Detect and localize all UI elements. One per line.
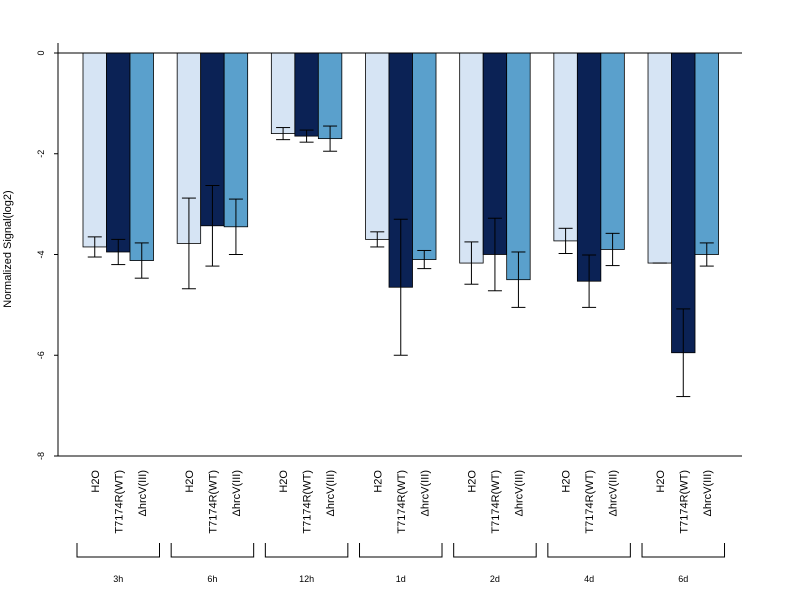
group-label: 4d xyxy=(584,574,594,584)
group-bracket xyxy=(641,543,726,558)
category-label: H2O xyxy=(184,470,196,493)
group-bracket xyxy=(76,543,160,558)
category-label: H2O xyxy=(90,470,102,493)
category-label: ΔhrcV(III) xyxy=(137,470,149,516)
bar xyxy=(671,52,696,354)
bar xyxy=(82,52,107,248)
bar xyxy=(106,52,131,253)
group-label: 3h xyxy=(113,574,123,584)
category-label: T7174R(WT) xyxy=(490,470,502,534)
group-bracket xyxy=(170,543,255,558)
category-label: ΔhrcV(III) xyxy=(231,470,243,516)
y-tick-label: 0 xyxy=(36,50,46,55)
bar xyxy=(294,52,319,137)
category-label: T7174R(WT) xyxy=(584,470,596,534)
y-tick-label: -4 xyxy=(36,250,46,258)
bars-layer xyxy=(82,52,719,354)
group-bracket xyxy=(264,543,349,558)
category-label: T7174R(WT) xyxy=(678,470,690,534)
category-label: ΔhrcV(III) xyxy=(513,470,525,516)
category-label: ΔhrcV(III) xyxy=(702,470,714,516)
category-label: ΔhrcV(III) xyxy=(608,470,620,516)
bar xyxy=(553,52,578,242)
group-brackets: 3h 6h 12h 1d 2d 4d 6d xyxy=(76,543,726,584)
category-label: H2O xyxy=(655,470,667,493)
category-label: ΔhrcV(III) xyxy=(419,470,431,516)
bar xyxy=(365,52,390,240)
category-label: T7174R(WT) xyxy=(113,470,125,534)
category-label: H2O xyxy=(372,470,384,493)
group-label: 6h xyxy=(207,574,217,584)
bar xyxy=(506,52,531,281)
category-label: T7174R(WT) xyxy=(302,470,314,534)
group-label: 1d xyxy=(396,574,406,584)
bar xyxy=(412,52,437,260)
bar xyxy=(694,52,719,255)
category-label: ΔhrcV(III) xyxy=(325,470,337,516)
group-bracket xyxy=(453,543,537,558)
y-axis-label: Normalized Signal(log2) xyxy=(2,190,14,307)
group-label: 2d xyxy=(490,574,500,584)
bar xyxy=(647,52,672,264)
group-bracket xyxy=(547,543,631,558)
error-bars-layer xyxy=(87,125,714,398)
category-label: T7174R(WT) xyxy=(207,470,219,534)
bar xyxy=(600,52,625,250)
group-label: 12h xyxy=(299,574,314,584)
category-label: H2O xyxy=(466,470,478,493)
bar xyxy=(576,52,602,282)
y-ticks: 0 -2 -4 -6 -8 xyxy=(36,50,58,460)
category-label: T7174R(WT) xyxy=(396,470,408,534)
x-tick-labels: H2O T7174R(WT) ΔhrcV(III) H2O T7174R(WT) Δhrc… xyxy=(90,470,714,534)
category-label: H2O xyxy=(561,470,573,493)
y-tick-label: -6 xyxy=(36,351,46,359)
bar xyxy=(129,52,154,261)
group-label: 6d xyxy=(678,574,688,584)
category-label: H2O xyxy=(278,470,290,493)
group-bracket xyxy=(359,543,443,558)
y-tick-label: -8 xyxy=(36,452,46,460)
y-tick-label: -2 xyxy=(36,150,46,158)
bar xyxy=(270,52,296,134)
bar xyxy=(459,52,484,264)
